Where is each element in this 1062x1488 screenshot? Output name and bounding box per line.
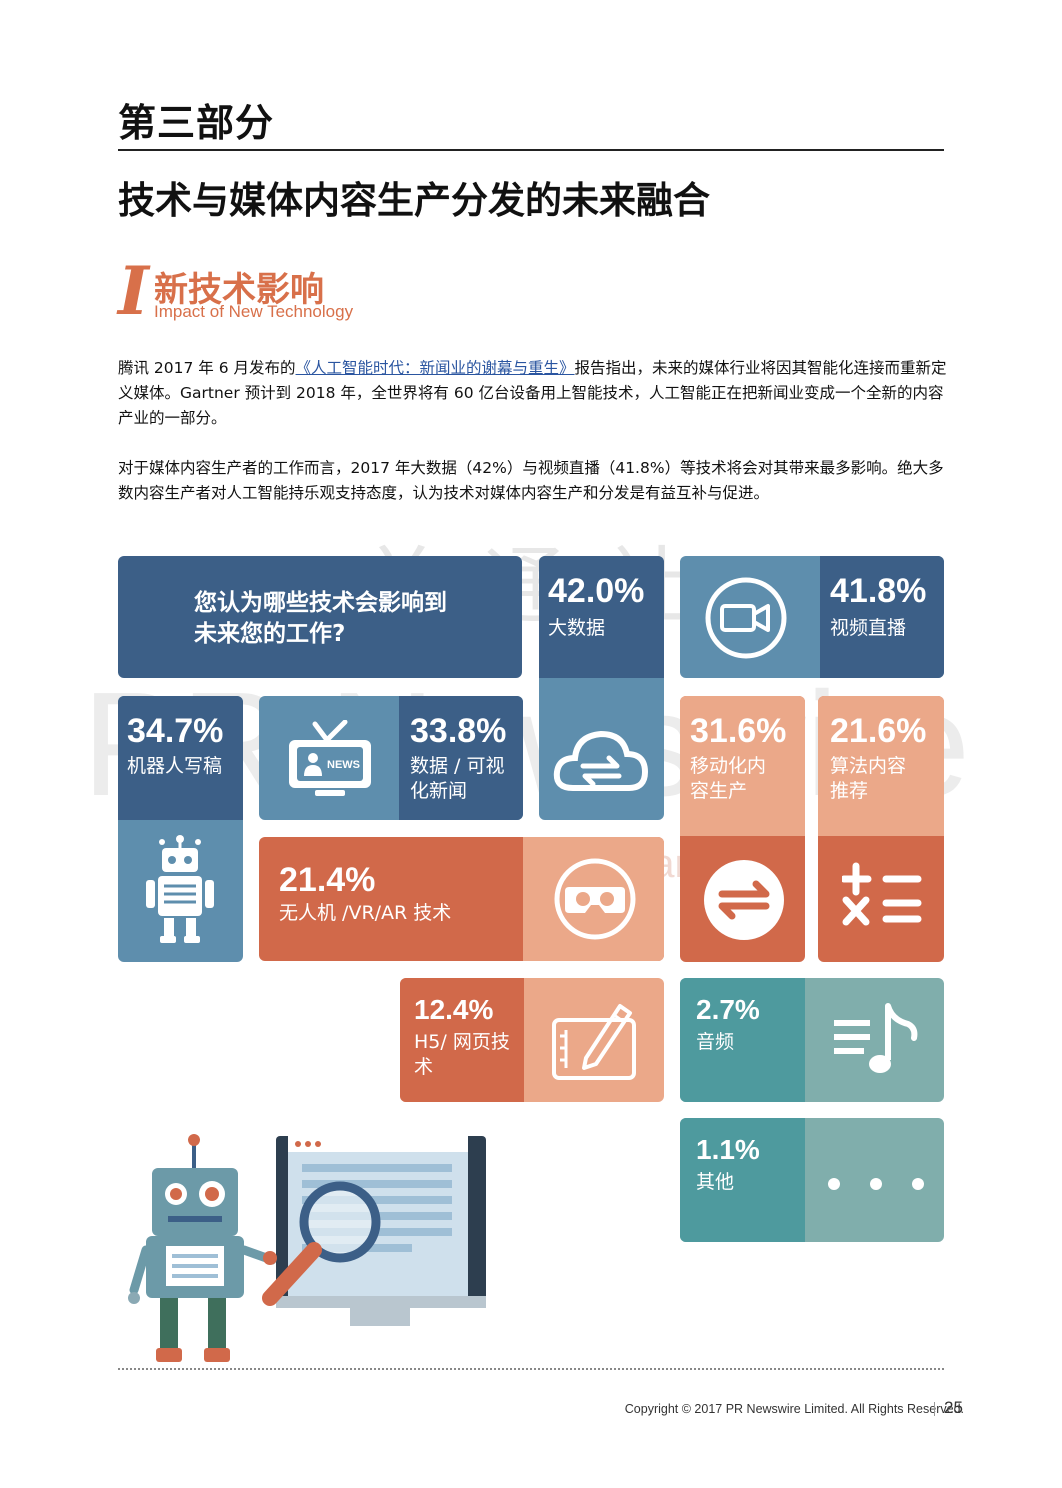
- label-big-data: 大数据: [548, 617, 606, 639]
- pct-h5-web: 12.4%: [414, 994, 494, 1025]
- label-data-visualization: 数据 / 可视化新闻: [410, 755, 505, 802]
- news-tv-icon: NEWS: [289, 720, 371, 796]
- label-algorithm-recommendation: 算法内容推荐: [830, 755, 907, 802]
- label-drone-vr-ar: 无人机 /VR/AR 技术: [279, 902, 452, 924]
- pct-other: 1.1%: [696, 1134, 760, 1165]
- pct-robot-writing: 34.7%: [127, 712, 224, 750]
- footer-divider: [118, 1368, 944, 1370]
- pct-live-video: 41.8%: [830, 572, 927, 610]
- pct-big-data: 42.0%: [548, 572, 645, 610]
- section-title-en: Impact of New Technology: [154, 302, 354, 321]
- label-mobile-production: 移动化内容生产: [690, 755, 767, 802]
- cloud-sync-icon: [553, 730, 649, 791]
- tile-other: 1.1% 其他: [680, 1118, 944, 1242]
- vr-headset-icon: [554, 858, 636, 940]
- exchange-arrows-icon: [704, 860, 784, 940]
- tile-big-data: 42.0% 大数据: [539, 556, 664, 820]
- section-title-cn: 新技术影响: [154, 270, 324, 310]
- label-robot-writing: 机器人写稿: [127, 755, 223, 777]
- tile-h5-web: 12.4% H5/ 网页技术: [400, 978, 664, 1102]
- pct-audio: 2.7%: [696, 994, 760, 1025]
- news-icon-label: NEWS: [327, 759, 360, 771]
- math-symbols-icon: [842, 862, 922, 926]
- tile-algorithm-recommendation: 21.6% 算法内容推荐: [818, 696, 944, 962]
- robot-magnifier-illustration: [128, 1134, 486, 1362]
- more-dots-icon: [828, 1178, 924, 1190]
- paragraph-2: 对于媒体内容生产者的工作而言，2017 年大数据（42%）与视频直播（41.8%…: [118, 459, 944, 502]
- title-divider: [118, 149, 944, 151]
- question-text: 您认为哪些技术会影响到未来您的工作?: [194, 590, 447, 647]
- question-tile: 您认为哪些技术会影响到未来您的工作?: [118, 556, 522, 678]
- paragraph-1: 腾讯 2017 年 6 月发布的《人工智能时代：新闻业的谢幕与重生》报告指出，未…: [118, 356, 948, 431]
- pct-mobile-production: 31.6%: [690, 712, 787, 750]
- robot-icon: [146, 835, 214, 943]
- report-link[interactable]: 《人工智能时代：新闻业的谢幕与重生》: [295, 359, 575, 377]
- tile-live-video: 41.8% 视频直播: [680, 556, 944, 678]
- pct-drone-vr-ar: 21.4%: [279, 861, 376, 899]
- label-live-video: 视频直播: [830, 617, 907, 639]
- drawing-tablet-icon: [552, 1004, 636, 1080]
- tile-drone-vr-ar: 21.4% 无人机 /VR/AR 技术: [259, 837, 664, 961]
- footer-separator: [934, 1402, 935, 1416]
- pct-algorithm-recommendation: 21.6%: [830, 712, 927, 750]
- part-title: 第三部分: [118, 101, 275, 145]
- tile-data-visualization: NEWS 33.8% 数据 / 可视化新闻: [259, 696, 523, 820]
- section-letter: I: [118, 252, 149, 330]
- page-number: 25: [944, 1398, 963, 1417]
- label-other: 其他: [696, 1171, 735, 1193]
- pct-data-visualization: 33.8%: [410, 712, 507, 750]
- tile-robot-writing: 34.7% 机器人写稿: [118, 696, 243, 962]
- tile-audio: 2.7% 音频: [680, 978, 944, 1102]
- label-h5-web: H5/ 网页技术: [414, 1031, 510, 1078]
- page-title: 技术与媒体内容生产分发的未来融合: [118, 179, 710, 222]
- tile-mobile-production: 31.6% 移动化内容生产: [680, 696, 805, 962]
- copyright: Copyright © 2017 PR Newswire Limited. Al…: [624, 1402, 964, 1416]
- music-note-icon: [834, 1003, 918, 1073]
- label-audio: 音频: [696, 1031, 735, 1053]
- video-camera-icon: [705, 577, 787, 659]
- paragraph-1-intro: 腾讯 2017 年 6 月发布的: [118, 359, 296, 377]
- paragraph-1-body: 报告指出，未来的媒体行业将因其智能化连接而重新定义媒体。Gartner 预计到 …: [118, 359, 947, 427]
